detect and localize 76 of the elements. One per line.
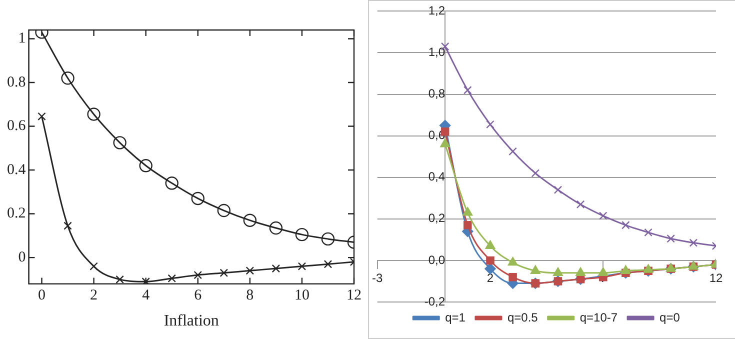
point	[298, 262, 306, 270]
point	[191, 192, 204, 206]
point	[622, 221, 630, 230]
point	[142, 277, 150, 284]
point	[217, 204, 230, 218]
point	[530, 265, 540, 274]
point	[643, 264, 654, 273]
x-tick-label: 4	[142, 288, 150, 304]
point	[666, 234, 675, 243]
y-tick-label: 0.6	[7, 118, 26, 134]
y-tick-label: 0.4	[7, 162, 26, 178]
point	[64, 222, 72, 230]
point	[243, 214, 257, 227]
point	[464, 221, 472, 230]
point	[486, 120, 494, 129]
point	[531, 169, 540, 178]
point	[485, 240, 496, 250]
x-tick-label: 2	[486, 270, 494, 285]
point	[484, 263, 496, 274]
point	[508, 256, 518, 266]
point	[508, 147, 517, 156]
y-tick-label: 0,4	[428, 170, 446, 184]
point	[90, 262, 98, 270]
point	[553, 267, 563, 276]
point	[554, 186, 562, 194]
point	[165, 176, 178, 190]
x-tick-label: 12	[709, 270, 723, 285]
point	[576, 200, 585, 209]
point	[324, 260, 332, 268]
point	[139, 159, 152, 172]
point	[464, 86, 472, 94]
point	[87, 108, 100, 121]
y-tick-label: 1	[18, 30, 26, 47]
point	[620, 265, 631, 274]
point	[508, 272, 517, 282]
point	[321, 232, 335, 246]
point	[113, 136, 126, 150]
y-tick-label: 0.2	[7, 206, 26, 222]
y-tick-label: 0.8	[7, 74, 26, 90]
point	[194, 270, 202, 280]
y-tick-label: 0	[18, 249, 26, 266]
legend-label: q=10-7	[580, 310, 618, 324]
y-tick-label: 0,0	[428, 252, 446, 267]
x-axis-title: Inflation	[164, 312, 219, 330]
x-tick-label: 8	[246, 288, 254, 304]
point	[598, 267, 608, 276]
x-tick-label: 10	[294, 288, 310, 304]
legend-label: q=0.5	[507, 310, 538, 324]
point	[246, 266, 254, 275]
y-tick-label: 1,0	[428, 45, 446, 60]
point	[272, 264, 280, 273]
y-tick-label: -0,2	[424, 294, 446, 308]
x-tick-label: -3	[372, 270, 383, 285]
x-tick-label: 0	[38, 288, 46, 304]
point	[38, 112, 46, 121]
point	[598, 212, 608, 220]
point	[462, 207, 473, 216]
point	[644, 228, 652, 237]
point	[61, 72, 74, 85]
x-tick-label: 12	[346, 288, 362, 304]
x-tick-label: 6	[194, 288, 202, 304]
point	[689, 238, 698, 247]
legend-label: q=1	[445, 310, 466, 324]
point	[486, 256, 494, 265]
point	[440, 138, 450, 148]
y-tick-label: 1,2	[428, 4, 446, 18]
point	[220, 268, 228, 277]
point	[576, 267, 586, 276]
point	[269, 221, 283, 235]
point	[295, 228, 309, 242]
y-tick-label: 0,2	[428, 211, 446, 226]
legend-label: q=0	[660, 310, 680, 324]
y-tick-label: 0,8	[428, 86, 446, 101]
point	[168, 274, 176, 282]
x-tick-label: 2	[90, 288, 98, 304]
point	[116, 275, 124, 284]
